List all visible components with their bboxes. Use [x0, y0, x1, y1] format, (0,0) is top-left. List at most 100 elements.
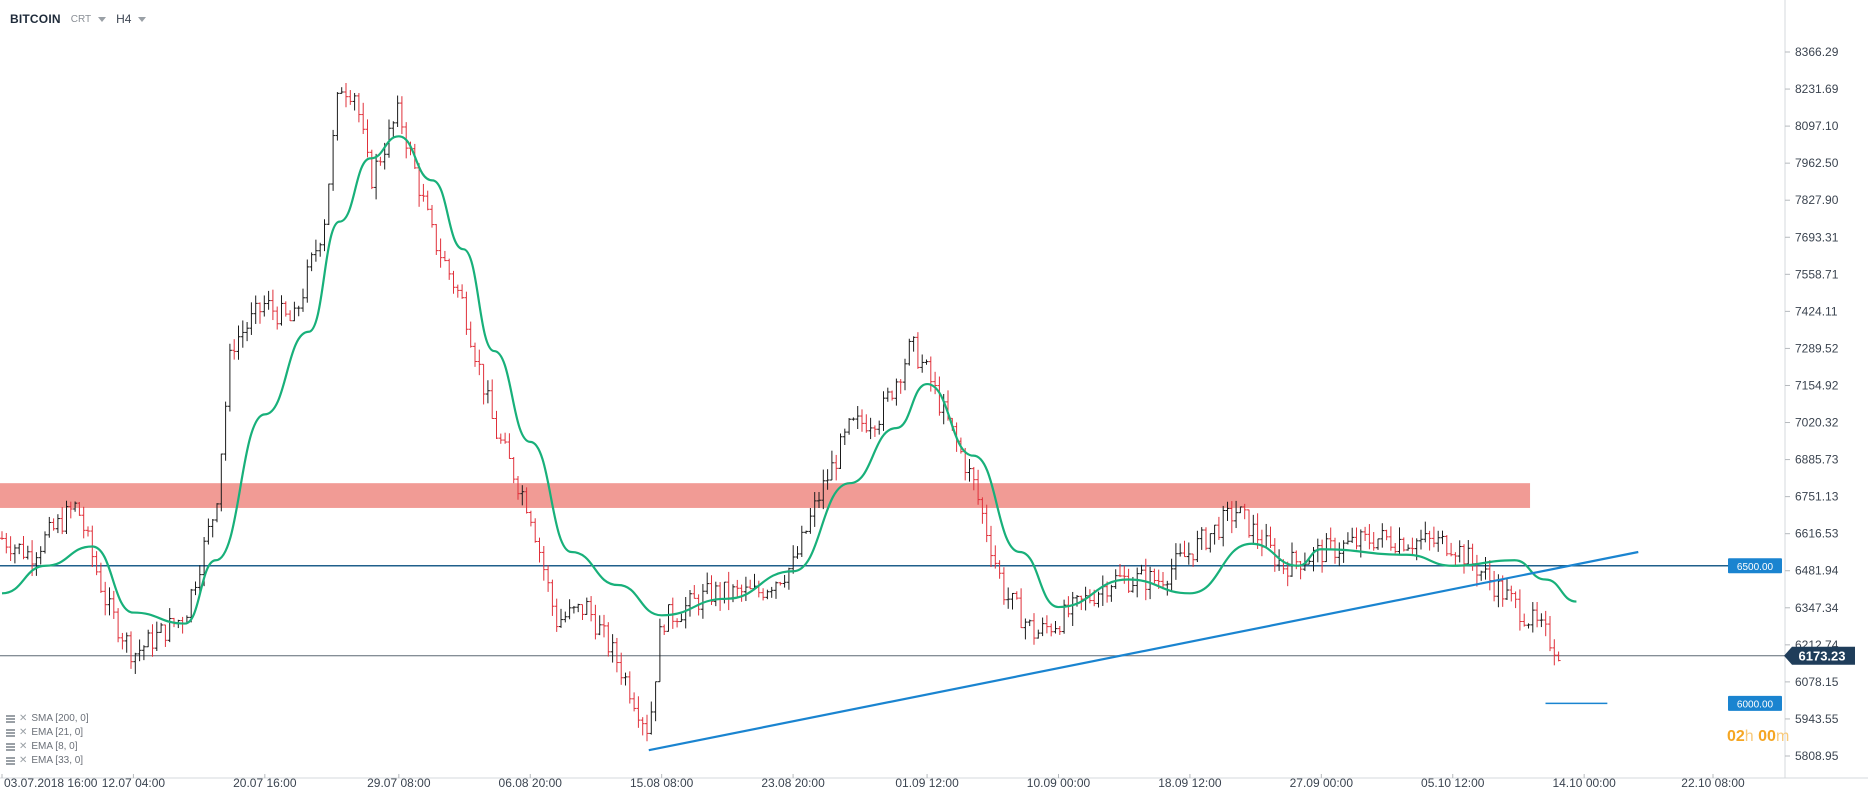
candle [219, 453, 224, 512]
candle [640, 717, 645, 736]
indicator-label: EMA [21, 0] [31, 727, 84, 738]
candle [683, 596, 688, 629]
candle [141, 645, 146, 661]
candle [1513, 591, 1518, 609]
indicator-label: SMA [200, 0] [31, 713, 89, 724]
countdown-h-unit: h [1744, 728, 1754, 745]
candle [129, 631, 133, 669]
indicator-item[interactable]: ✕ SMA [200, 0] [6, 712, 89, 726]
menu-icon[interactable] [6, 757, 15, 765]
menu-icon[interactable] [6, 729, 15, 737]
candle [533, 518, 538, 543]
candle [1161, 572, 1165, 590]
candle [1251, 514, 1256, 545]
candle [1212, 524, 1217, 545]
candle [361, 102, 366, 135]
candle [528, 510, 533, 527]
candle [189, 588, 194, 623]
y-tick-label: 7154.92 [1795, 378, 1839, 392]
candle [1290, 542, 1294, 577]
menu-icon[interactable] [6, 743, 15, 751]
candle [421, 183, 426, 202]
candle [1247, 509, 1251, 538]
candle [1341, 540, 1346, 563]
timeframe-dropdown[interactable]: H4 [116, 12, 147, 26]
close-icon[interactable]: ✕ [19, 755, 28, 766]
candle [1173, 543, 1178, 580]
candle [391, 121, 396, 137]
candle [761, 588, 766, 601]
x-tick-label: 06.08 20:00 [499, 776, 563, 790]
candle [559, 608, 563, 628]
y-tick-label: 7693.31 [1795, 230, 1839, 244]
y-tick-label: 5943.55 [1795, 712, 1839, 726]
candle [1436, 530, 1441, 552]
y-tick-label: 8097.10 [1795, 119, 1839, 133]
candle [1259, 529, 1264, 557]
candle [597, 615, 602, 636]
indicator-list: ✕ SMA [200, 0] ✕ EMA [21, 0] ✕ EMA [8, 0… [6, 712, 89, 768]
candle [288, 310, 293, 322]
resistance-zone [0, 483, 1531, 508]
candle [976, 469, 981, 505]
candle [1526, 623, 1531, 629]
candle [636, 696, 641, 728]
candle [1457, 540, 1462, 563]
y-tick-label: 7424.11 [1795, 304, 1838, 318]
candle [507, 433, 512, 459]
candle [236, 325, 241, 360]
countdown-m-unit: m [1775, 728, 1790, 745]
candle [722, 581, 727, 604]
candle [670, 597, 675, 629]
candle [490, 379, 495, 419]
candle [1216, 516, 1221, 540]
symbol-label[interactable]: BITCOIN [10, 12, 61, 26]
candle [215, 503, 219, 523]
indicator-item[interactable]: ✕ EMA [21, 0] [6, 726, 89, 740]
candle [834, 454, 839, 481]
candle [292, 301, 297, 322]
candle [911, 336, 916, 352]
candle [1143, 558, 1148, 601]
candle [425, 190, 430, 211]
candle [111, 590, 116, 619]
candle [1040, 617, 1045, 637]
x-tick-label: 27.09 00:00 [1290, 776, 1354, 790]
candle [821, 469, 826, 510]
candle [838, 433, 843, 470]
candle [1186, 542, 1191, 565]
candle [1118, 564, 1122, 578]
price-tags-layer: 6500.00 6000.00 6173.23 [1728, 558, 1855, 711]
candle [993, 545, 998, 569]
menu-icon[interactable] [6, 715, 15, 723]
indicator-item[interactable]: ✕ EMA [33, 0] [6, 754, 89, 768]
candle [378, 156, 383, 166]
candle [967, 459, 972, 482]
candle [167, 608, 172, 643]
candle [485, 380, 490, 404]
candle [872, 425, 877, 437]
candle [1229, 501, 1234, 534]
candle [249, 302, 254, 335]
candle [210, 519, 215, 538]
close-icon[interactable]: ✕ [19, 727, 28, 738]
candle [0, 531, 4, 540]
candle [77, 502, 82, 516]
candle [1548, 616, 1552, 652]
chart-type-dropdown[interactable]: CRT [71, 14, 107, 25]
candle [1517, 589, 1522, 631]
indicator-item[interactable]: ✕ EMA [8, 0] [6, 740, 89, 754]
candle [1449, 542, 1454, 557]
candle [197, 565, 202, 594]
close-icon[interactable]: ✕ [19, 713, 28, 724]
candle [240, 320, 245, 348]
x-tick-label: 29.07 08:00 [367, 776, 431, 790]
close-icon[interactable]: ✕ [19, 741, 28, 752]
candle [94, 551, 99, 576]
candle [339, 87, 344, 94]
candle [713, 581, 718, 607]
y-tick-label: 6481.94 [1795, 564, 1839, 578]
candle [4, 532, 9, 554]
candle-countdown: 02h 00m [1727, 728, 1789, 746]
